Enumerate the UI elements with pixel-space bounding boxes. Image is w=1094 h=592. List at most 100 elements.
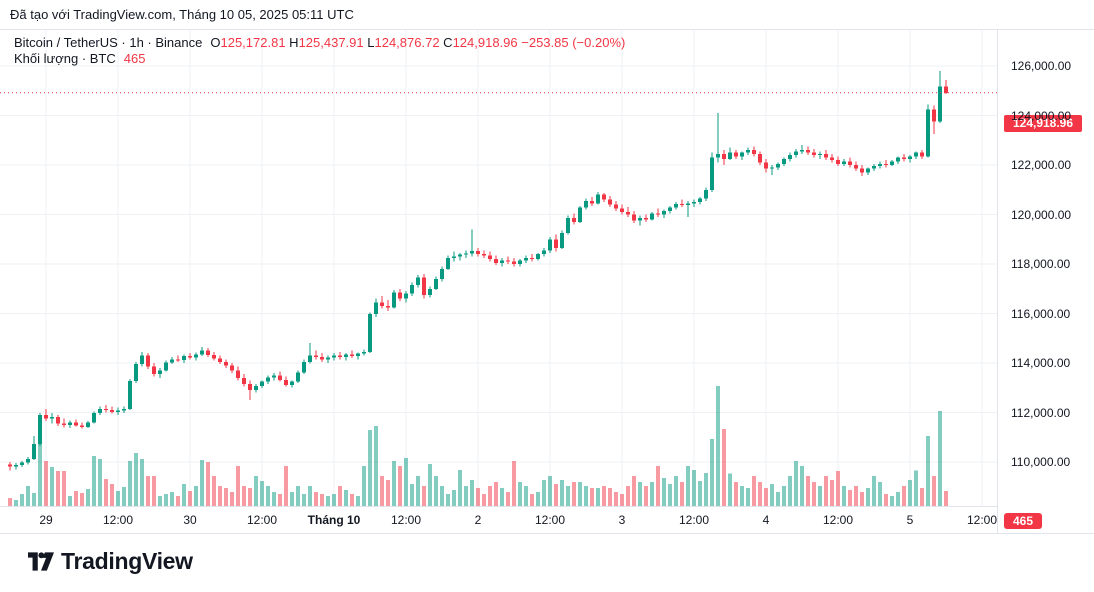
candle-body <box>332 355 336 358</box>
volume-bar <box>218 486 222 506</box>
volume-bar <box>50 466 54 506</box>
volume-bar <box>908 479 912 506</box>
candle-body <box>776 163 780 168</box>
candle-body <box>182 356 186 361</box>
time-axis[interactable]: 29 12:00 30 12:00 Tháng 10 12:00 2 12:00 3 12:00 4… <box>0 506 997 534</box>
volume-bar <box>188 491 192 506</box>
time-axis-label: 12:00 <box>822 513 854 527</box>
divider-line <box>0 533 1094 534</box>
volume-indicator-label[interactable]: Khối lượng · BTC <box>14 51 116 66</box>
volume-bar <box>590 487 594 506</box>
volume-bar <box>26 486 30 506</box>
volume-bar <box>806 476 810 506</box>
volume-bar <box>410 484 414 506</box>
volume-bar <box>464 486 468 506</box>
candle-body <box>116 410 120 413</box>
candle-body <box>608 199 612 205</box>
candle-body <box>302 361 306 373</box>
time-axis-label: 12:00 <box>102 513 134 527</box>
candle-body <box>626 212 630 215</box>
volume-bar <box>884 494 888 506</box>
candle-body <box>218 358 222 362</box>
candle-body <box>14 464 18 467</box>
volume-bar <box>296 486 300 506</box>
candle-body <box>68 422 72 425</box>
candle-body <box>764 162 768 169</box>
candle-body <box>788 155 792 159</box>
price-axis[interactable]: 124,918.96 465 126,000.00 124,000.00 122,0… <box>997 30 1094 533</box>
candle-body <box>566 218 570 234</box>
candle-body <box>572 218 576 222</box>
attribution-text: Đã tạo với TradingView.com, Tháng 10 05,… <box>10 7 354 22</box>
volume-bar <box>8 497 12 506</box>
volume-bar <box>584 486 588 506</box>
candle-body <box>26 459 30 463</box>
volume-bar <box>164 494 168 506</box>
ohlc-letter: L <box>367 35 375 50</box>
tradingview-brand[interactable]: TradingView <box>28 548 193 575</box>
candle-body <box>278 375 282 380</box>
last-price-badge: 124,918.96 <box>1004 115 1082 132</box>
candle-body <box>638 218 642 221</box>
candle-body <box>428 288 432 295</box>
candle-body <box>314 355 318 357</box>
time-axis-label: 3 <box>618 513 626 527</box>
volume-bar <box>902 486 906 506</box>
volume-bar <box>734 482 738 506</box>
volume-bar <box>224 487 228 506</box>
candle-body <box>8 464 12 467</box>
price-axis-label: 112,000.00 <box>1011 405 1071 420</box>
candle-body <box>92 412 96 423</box>
volume-bar <box>488 486 492 506</box>
candle-body <box>104 408 108 411</box>
volume-bar <box>794 460 798 506</box>
candle-body <box>98 408 102 413</box>
candle-body <box>854 165 858 169</box>
volume-bar <box>758 482 762 506</box>
time-axis-label: 29 <box>39 513 53 527</box>
candle-body <box>908 156 912 159</box>
price-axis-label: 120,000.00 <box>1011 207 1072 222</box>
volume-bar <box>458 469 462 506</box>
time-axis-label: 12:00 <box>678 513 710 527</box>
candle-body <box>62 423 66 425</box>
volume-bar <box>44 460 48 506</box>
volume-bar <box>416 476 420 506</box>
volume-bar <box>506 492 510 506</box>
candle-body <box>164 362 168 371</box>
candle-body <box>392 292 396 308</box>
candlestick-plot[interactable] <box>0 30 997 506</box>
candle-body <box>902 157 906 159</box>
volume-bar <box>104 478 108 506</box>
candle-body <box>740 152 744 157</box>
volume-bar <box>674 476 678 506</box>
time-axis-label: 12:00 <box>390 513 422 527</box>
volume-bar <box>722 428 726 506</box>
symbol-title[interactable]: Bitcoin / TetherUS · 1h · Binance <box>14 35 203 50</box>
candle-body <box>482 254 486 256</box>
candle-body <box>614 204 618 209</box>
candle-body <box>554 239 558 248</box>
candle-body <box>878 163 882 167</box>
volume-bar <box>398 466 402 506</box>
candle-body <box>212 355 216 359</box>
volume-bar <box>896 492 900 506</box>
chart-legend[interactable]: Bitcoin / TetherUS · 1h · Binance O125,17… <box>14 35 625 67</box>
candle-body <box>128 380 132 409</box>
volume-bar <box>326 496 330 506</box>
candle-body <box>170 359 174 363</box>
volume-bar <box>842 486 846 506</box>
volume-bar <box>404 457 408 506</box>
volume-bar <box>422 486 426 506</box>
volume-bar <box>890 496 894 506</box>
candle-body <box>374 302 378 314</box>
footer: TradingView <box>0 534 1094 592</box>
candle-body <box>206 350 210 356</box>
volume-bar <box>158 496 162 506</box>
volume-bar <box>938 410 942 506</box>
volume-bar <box>38 436 42 506</box>
candle-body <box>890 161 894 166</box>
volume-bar <box>128 460 132 506</box>
candle-body <box>464 253 468 255</box>
volume-bar <box>596 487 600 506</box>
